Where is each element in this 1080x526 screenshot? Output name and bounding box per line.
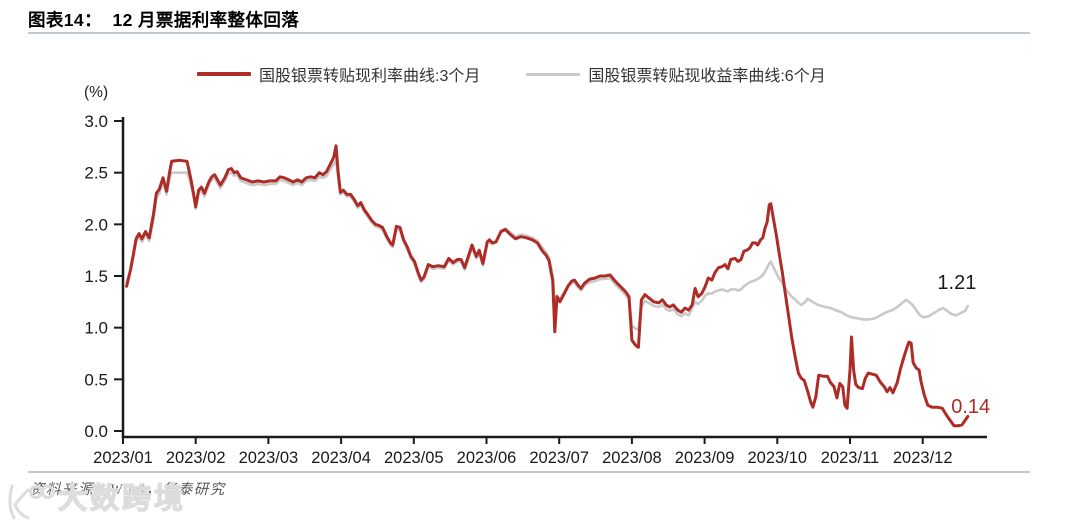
y-tick-label: 1.0 xyxy=(84,319,108,338)
y-tick-label: 2.5 xyxy=(84,164,108,183)
legend-item-3m: 国股银票转贴现利率曲线:3个月 xyxy=(197,62,480,86)
x-tick-label: 2023/09 xyxy=(675,449,735,467)
legend-label-3m: 国股银票转贴现利率曲线:3个月 xyxy=(259,68,481,85)
y-axis-unit-label: (%) xyxy=(84,84,109,101)
figure-title: 图表14： 12 月票据利率整体回落 xyxy=(28,10,300,30)
x-tick-label: 2023/08 xyxy=(602,449,662,467)
series-line-1 xyxy=(125,159,970,332)
y-tick-label: 1.5 xyxy=(84,267,108,286)
y-tick-label: 0.0 xyxy=(84,422,108,441)
source-note: 资料来源：Wind，华泰研究 xyxy=(30,482,226,498)
x-tick-label: 2023/11 xyxy=(821,449,879,467)
data-label: 1.21 xyxy=(937,272,976,294)
x-tick-label: 2023/02 xyxy=(166,449,226,467)
x-tick-label: 2023/12 xyxy=(893,449,953,467)
x-tick-label: 2023/10 xyxy=(747,449,807,467)
legend-item-6m: 国股银票转贴现收益率曲线:6个月 xyxy=(526,62,826,86)
y-tick-label: 0.5 xyxy=(84,370,108,389)
legend-red-line-swatch xyxy=(197,72,251,76)
data-label: 0.14 xyxy=(951,396,990,418)
legend-gray-line-swatch xyxy=(526,72,581,76)
x-tick-label: 2023/06 xyxy=(457,449,517,467)
legend-label-6m: 国股银票转贴现收益率曲线:6个月 xyxy=(588,68,826,85)
x-tick-label: 2023/04 xyxy=(311,449,371,467)
x-tick-label: 2023/01 xyxy=(93,449,153,467)
figure-bottom-divider xyxy=(28,471,1030,473)
chart-legend: 国股银票转贴现利率曲线:3个月 国股银票转贴现收益率曲线:6个月 xyxy=(197,62,826,86)
x-tick-label: 2023/07 xyxy=(529,449,589,467)
title-divider xyxy=(28,32,1030,34)
series-line-0 xyxy=(125,144,970,428)
y-tick-label: 2.0 xyxy=(84,215,108,234)
x-tick-label: 2023/05 xyxy=(384,449,444,467)
y-tick-label: 3.0 xyxy=(84,112,108,131)
x-tick-label: 2023/03 xyxy=(239,449,299,467)
